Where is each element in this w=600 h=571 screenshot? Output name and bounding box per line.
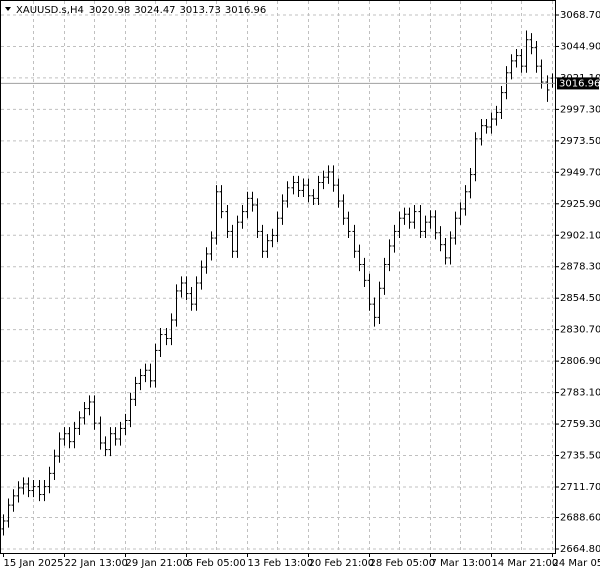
x-tick-label: 14 Mar 21:00	[492, 558, 559, 569]
last-open: 3020.98	[89, 5, 130, 16]
x-tick-label: 24 Mar 05:00	[553, 558, 600, 569]
x-tick-label: 28 Feb 05:00	[370, 558, 436, 569]
y-tick-label: 2759.30	[560, 419, 600, 430]
x-tick-label: 22 Jan 13:00	[65, 558, 128, 569]
current-price-box	[557, 77, 599, 90]
y-tick-label: 2925.90	[560, 199, 600, 210]
x-tick-label: 7 Mar 13:00	[431, 558, 491, 569]
bars	[1, 30, 555, 536]
symbol: XAUUSD.s,H4	[16, 5, 84, 16]
x-tick-label: 15 Jan 2025	[4, 558, 64, 569]
y-tick-label: 2902.10	[560, 230, 600, 241]
grid	[1, 1, 555, 553]
y-tick-label: 2783.10	[560, 388, 600, 399]
x-tick-label: 20 Feb 21:00	[309, 558, 375, 569]
symbol-menu-icon[interactable]	[5, 7, 11, 11]
x-tick-label: 29 Jan 21:00	[126, 558, 189, 569]
current-price-label: 3016.96	[559, 78, 600, 89]
x-tick-label: 13 Feb 13:00	[248, 558, 314, 569]
last-low: 3013.73	[180, 5, 221, 16]
y-tick-label: 2711.70	[560, 482, 600, 493]
y-tick-label: 2806.90	[560, 356, 600, 367]
y-tick-label: 2664.80	[560, 544, 600, 555]
x-tick-label: 6 Feb 05:00	[187, 558, 246, 569]
y-tick-label: 2735.50	[560, 451, 600, 462]
y-tick-label: 2997.30	[560, 104, 600, 115]
y-tick-label: 2830.70	[560, 325, 600, 336]
y-tick-label: 3044.90	[560, 41, 600, 52]
y-tick-label: 2949.70	[560, 167, 600, 178]
last-high: 3024.47	[134, 5, 175, 16]
y-tick-label: 2854.50	[560, 293, 600, 304]
last-close: 3016.96	[225, 5, 266, 16]
chart-header: XAUUSD.s,H4 3020.98 3024.47 3013.73 3016.96	[16, 5, 266, 16]
y-tick-label: 2878.30	[560, 262, 600, 273]
y-tick-label: 3068.70	[560, 10, 600, 21]
y-tick-label: 2973.50	[560, 136, 600, 147]
y-tick-label: 2688.60	[560, 513, 600, 524]
